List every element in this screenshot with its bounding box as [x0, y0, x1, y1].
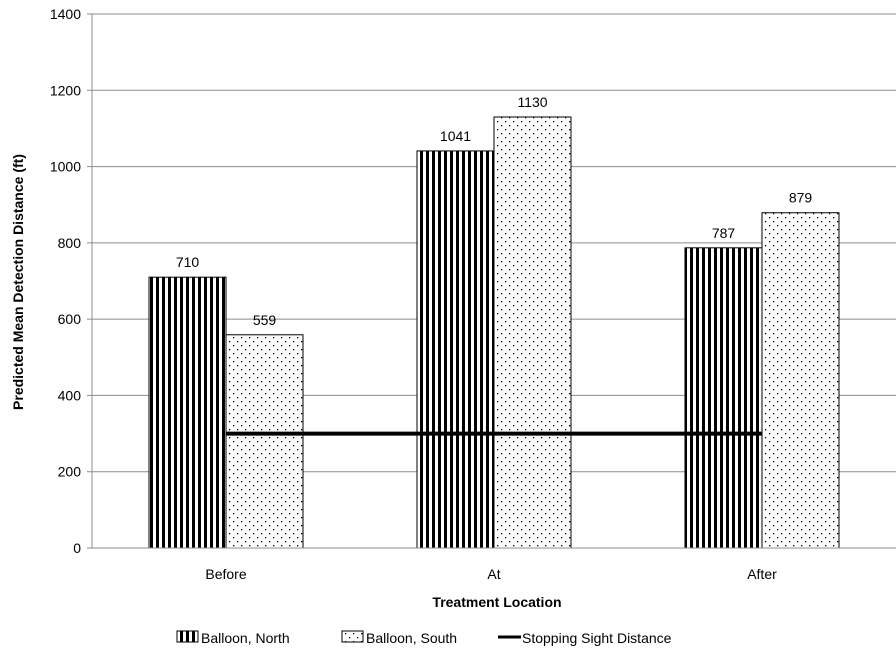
y-tick-label: 400 — [58, 387, 82, 403]
legend-label: Stopping Sight Distance — [522, 630, 672, 646]
data-label: 1130 — [517, 94, 547, 110]
legend: Balloon, North Balloon, South Stopping Sig… — [176, 630, 672, 646]
data-label: 1041 — [440, 128, 471, 144]
x-category-label: After — [747, 566, 777, 582]
legend-label: Balloon, North — [201, 630, 290, 646]
data-label: 559 — [253, 312, 277, 328]
y-tick-label: 0 — [73, 540, 81, 556]
x-category-label: Before — [205, 566, 246, 582]
x-axis-title: Treatment Location — [432, 594, 561, 610]
legend-swatch — [341, 630, 364, 643]
bar-south-after — [761, 212, 840, 549]
y-tick-label: 600 — [58, 311, 82, 327]
y-tick-label: 200 — [58, 464, 82, 480]
y-tick-label: 800 — [58, 235, 82, 251]
bar-south-before — [225, 334, 304, 549]
labels: 0 200 400 600 800 1000 1200 1400 710 559 Before 104… — [50, 6, 813, 582]
bars — [148, 116, 840, 549]
y-axis-title: Predicted Mean Detection Distance (ft) — [10, 154, 26, 410]
bar-south-at — [493, 116, 572, 549]
y-tick-label: 1400 — [50, 6, 81, 22]
y-tick-label: 1000 — [50, 159, 81, 175]
data-label: 879 — [789, 190, 813, 206]
y-tick-label: 1200 — [50, 82, 81, 98]
bar-north-at — [416, 150, 495, 549]
data-label: 787 — [712, 225, 736, 241]
legend-label: Balloon, South — [366, 630, 457, 646]
bar-north-after — [684, 247, 763, 549]
data-label: 710 — [176, 254, 200, 270]
bar-north-before — [148, 276, 227, 549]
legend-swatch — [176, 630, 199, 643]
x-category-label: At — [487, 566, 500, 582]
axes — [87, 13, 896, 549]
